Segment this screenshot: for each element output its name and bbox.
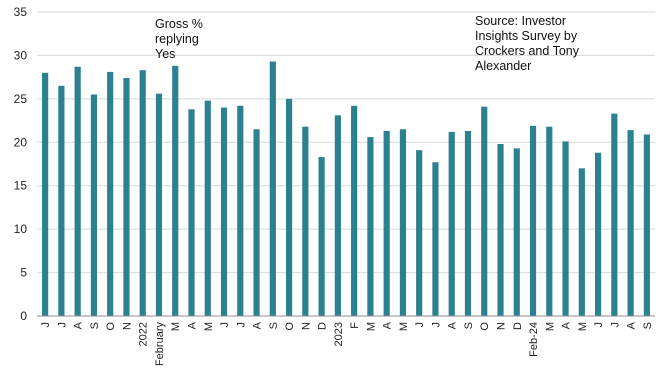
bar bbox=[285, 98, 293, 316]
bar bbox=[594, 152, 602, 316]
bar bbox=[58, 85, 65, 316]
x-axis-ticks: J J A S O N 2022 February M A M J J A S O N D 2023 F M A M J J A S… bbox=[40, 321, 654, 366]
bar bbox=[123, 78, 130, 316]
bar bbox=[220, 107, 228, 317]
bar bbox=[139, 70, 146, 317]
y-tick-label: 15 bbox=[14, 179, 28, 193]
y-tick-label: 20 bbox=[14, 135, 28, 149]
x-tick-label: O bbox=[284, 322, 296, 331]
y-tick-label: 35 bbox=[14, 5, 28, 19]
x-tick-label: J bbox=[430, 322, 442, 328]
x-tick-label: D bbox=[317, 322, 329, 330]
bar bbox=[399, 129, 407, 316]
x-tick-label: J bbox=[219, 322, 231, 328]
bar bbox=[416, 150, 423, 316]
bar bbox=[351, 105, 358, 316]
x-tick-label: Feb-24 bbox=[528, 322, 540, 357]
x-tick-label: N bbox=[496, 322, 508, 330]
x-tick-label: A bbox=[447, 321, 459, 329]
bar bbox=[155, 93, 163, 316]
x-tick-label: M bbox=[577, 322, 589, 331]
x-tick-label: A bbox=[73, 321, 85, 329]
x-tick-label: O bbox=[479, 322, 491, 331]
x-tick-label: D bbox=[512, 322, 524, 330]
bar bbox=[627, 130, 634, 316]
x-tick-label: A bbox=[252, 321, 264, 329]
x-tick-label: M bbox=[203, 322, 215, 331]
bar bbox=[611, 113, 618, 316]
bar bbox=[529, 125, 537, 316]
bar bbox=[481, 106, 488, 316]
bar bbox=[172, 65, 179, 316]
bar bbox=[74, 66, 81, 316]
source-note: Source: Investor Insights Survey by Croc… bbox=[475, 14, 579, 73]
bar bbox=[237, 105, 244, 316]
bar bbox=[432, 162, 439, 316]
bar bbox=[643, 134, 650, 316]
bar bbox=[448, 131, 455, 316]
y-tick-label: 30 bbox=[14, 48, 28, 62]
bar bbox=[253, 129, 260, 316]
bar bbox=[42, 72, 49, 316]
x-tick-label: J bbox=[414, 322, 426, 328]
x-tick-label: J bbox=[235, 322, 247, 328]
x-tick-label: A bbox=[382, 321, 394, 329]
bar bbox=[204, 100, 211, 316]
bar bbox=[269, 61, 276, 316]
y-tick-label: 0 bbox=[20, 309, 27, 323]
x-tick-label: O bbox=[105, 322, 117, 331]
x-tick-label: S bbox=[642, 322, 654, 329]
x-tick-label: February bbox=[154, 322, 166, 367]
x-tick-label: S bbox=[268, 322, 280, 329]
x-tick-label: A bbox=[626, 321, 638, 329]
bar bbox=[464, 130, 472, 316]
x-tick-label: M bbox=[544, 322, 556, 331]
y-tick-label: 10 bbox=[14, 222, 28, 236]
x-tick-label: J bbox=[593, 322, 605, 328]
bar bbox=[367, 137, 374, 316]
x-tick-label: N bbox=[121, 322, 133, 330]
y-tick-label: 25 bbox=[14, 92, 28, 106]
bar bbox=[383, 130, 390, 316]
bar bbox=[107, 71, 114, 316]
x-tick-label: A bbox=[187, 321, 199, 329]
x-tick-label: N bbox=[300, 322, 312, 330]
bar bbox=[562, 141, 569, 316]
bar bbox=[546, 126, 553, 316]
x-tick-label: A bbox=[561, 321, 573, 329]
y-axis-ticks: 0 5 10 15 20 25 30 35 bbox=[14, 5, 28, 323]
x-tick-label: J bbox=[609, 322, 621, 328]
bars bbox=[42, 61, 650, 317]
bar bbox=[497, 144, 504, 316]
x-tick-label: F bbox=[349, 322, 361, 329]
x-tick-label: M bbox=[170, 322, 182, 331]
bar bbox=[513, 148, 520, 316]
x-tick-label: 2023 bbox=[333, 322, 345, 346]
x-tick-label: M bbox=[365, 322, 377, 331]
x-tick-label: M bbox=[398, 322, 410, 331]
series-note: Gross % replying Yes bbox=[155, 17, 203, 61]
y-tick-label: 5 bbox=[20, 266, 27, 280]
x-tick-label: S bbox=[89, 322, 101, 329]
bar bbox=[302, 126, 309, 316]
x-tick-label: 2022 bbox=[138, 322, 150, 346]
x-tick-label: J bbox=[40, 322, 52, 328]
x-tick-label: S bbox=[463, 322, 475, 329]
bar bbox=[188, 109, 195, 316]
x-tick-label: J bbox=[56, 322, 68, 328]
bar bbox=[334, 115, 341, 316]
bar bbox=[578, 168, 585, 316]
bar bbox=[318, 157, 325, 316]
bar bbox=[90, 94, 98, 316]
